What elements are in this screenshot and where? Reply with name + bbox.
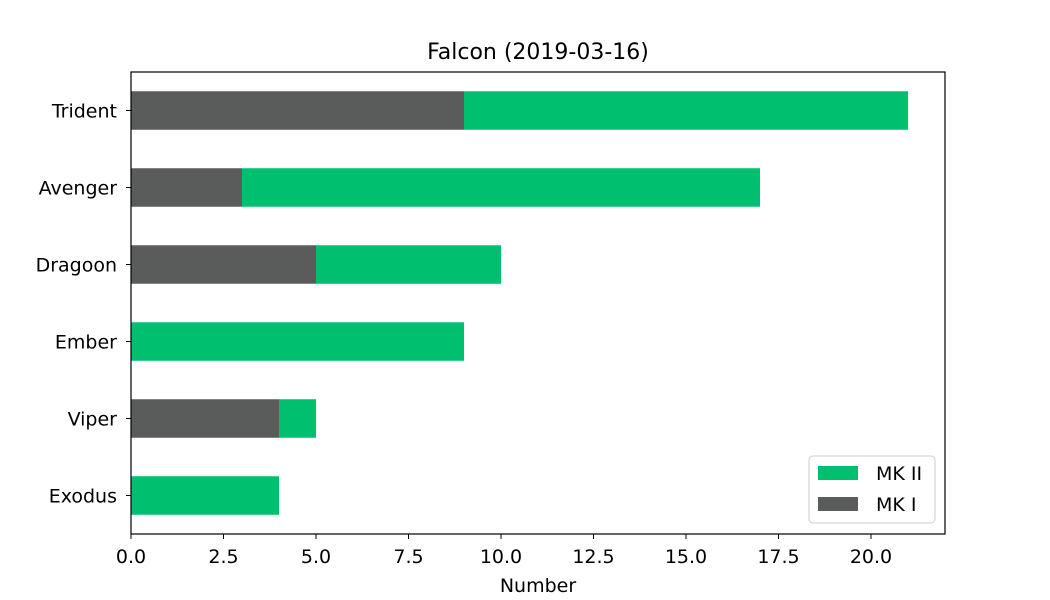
x-axis: 0.0 2.5 5.0 7.5 10.0 12.5 15.0 17.5 20.0 xyxy=(116,534,892,568)
y-tick-label: Trident xyxy=(51,101,117,123)
bar-avenger-mk-ii xyxy=(242,168,760,207)
legend-swatch xyxy=(818,466,858,480)
bar-trident-mk-i xyxy=(131,91,464,130)
legend-label: MK I xyxy=(876,494,917,516)
x-tick-label: 7.5 xyxy=(393,546,423,568)
bar-viper-mk-ii xyxy=(279,399,316,438)
bar-dragoon-mk-i xyxy=(131,245,316,284)
x-axis-label: Number xyxy=(500,575,577,597)
y-tick-label: Exodus xyxy=(49,486,117,508)
chart-title: Falcon (2019-03-16) xyxy=(427,40,649,65)
legend-swatch xyxy=(818,497,858,511)
bar-trident-mk-ii xyxy=(464,91,908,130)
y-tick-label: Ember xyxy=(55,332,117,354)
plot-area-frame xyxy=(130,71,946,535)
x-tick-label: 5.0 xyxy=(301,546,331,568)
y-tick-label: Viper xyxy=(68,409,118,431)
y-axis: Trident Avenger Dragoon Ember Viper Exodus xyxy=(36,101,131,508)
bar-ember-mk-ii xyxy=(131,322,464,361)
x-tick-label: 17.5 xyxy=(757,546,799,568)
y-tick-label: Avenger xyxy=(39,178,118,200)
bar-viper-mk-i xyxy=(131,399,279,438)
bar-exodus-mk-ii xyxy=(131,476,279,515)
bar-avenger-mk-i xyxy=(131,168,242,207)
x-tick-label: 15.0 xyxy=(665,546,707,568)
x-tick-label: 20.0 xyxy=(850,546,892,568)
x-tick-label: 10.0 xyxy=(480,546,522,568)
x-tick-label: 0.0 xyxy=(116,546,146,568)
x-tick-label: 2.5 xyxy=(208,546,238,568)
legend-label: MK II xyxy=(876,463,922,485)
legend: MK II MK I xyxy=(808,455,936,524)
bars-layer xyxy=(131,91,908,515)
x-tick-label: 12.5 xyxy=(572,546,614,568)
bar-dragoon-mk-ii xyxy=(316,245,501,284)
y-tick-label: Dragoon xyxy=(36,255,117,277)
